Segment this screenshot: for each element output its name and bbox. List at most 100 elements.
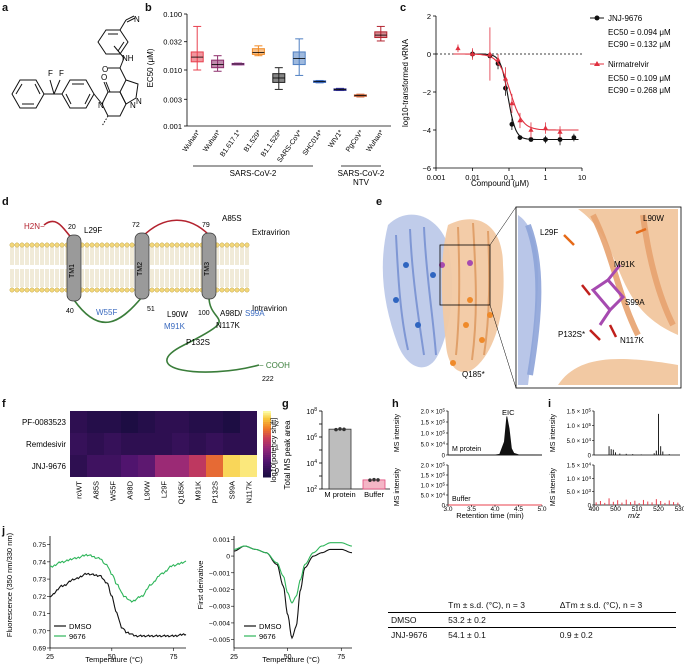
residue-51: 51 [147,306,155,313]
heatmap-cell [87,411,104,433]
colorbar-segment [263,444,271,447]
dose-axes: 0.001 0.01 0.1 1 10 2 0 −2 −4 −6 [422,12,586,182]
colorbar-segment [263,455,271,458]
ms-xlabel: m/z [628,511,640,520]
eic-chromatogram: MS intensity MS intensity Retention time… [394,408,547,521]
colorbar-segment [263,417,271,421]
mutation-l29f: L29F [84,226,102,235]
y-tick-label: 0.70 [33,628,46,635]
chemical-structure: F F N O N N O NH N [11,15,142,127]
derivative-xlabel: Temperature (°C) [262,655,320,664]
y-tick-label: 1.0 × 105 [567,422,592,430]
panel-label-d: d [2,196,9,208]
heatmap-col-label: A85S [92,481,101,499]
lipid-head [59,287,65,293]
lipid-head [234,242,240,248]
category-label: SHC014* [302,129,325,157]
lipid-head [149,287,155,293]
ec50-axes: 0.001 0.003 0.010 0.032 0.100 [163,10,391,131]
lipid-head [9,242,15,248]
inset-label-p132s: P132S* [558,330,585,339]
colorbar-segment [263,437,271,441]
table-cell: 0.9 ± 0.2 [559,630,593,640]
ec50-ylabel: EC50 (μM) [146,48,155,87]
residue-72: 72 [132,222,140,229]
y-tick-label: −0.001 [209,570,230,577]
tm2-helix [134,232,150,300]
bar-point [342,427,346,432]
bar-point [372,477,376,482]
colorbar-segment [263,413,271,416]
struct-atom-n2: N [130,101,136,110]
lipid-head [229,287,235,293]
lipid-head [94,287,100,293]
y-tick-label: −4 [422,126,431,135]
panel-label-h: h [392,398,399,410]
category-label: Wuhan* [182,129,202,154]
y-tick-label: 0 [442,454,446,460]
dose-series [453,27,579,146]
structure-inset: L90W L29F M91K S99A P132S* N117K [515,206,682,389]
colorbar-segment [263,424,271,427]
heatmap-row-label: Remdesivir [26,440,66,449]
heatmap-cell [172,433,189,455]
panel-label-j: j [2,525,6,537]
lipid-head [174,287,180,293]
lipid-head [164,242,170,248]
heatmap-cell [189,411,206,433]
y-tick-label: 2 [427,12,431,21]
heatmap-cell [155,411,172,433]
colorbar-segment [263,470,271,474]
heatmap-cell [138,411,155,433]
lipid-head [229,242,235,248]
y-tick-label: 0 [588,454,592,460]
category-label: B1.529* [243,129,263,154]
heatmap-col-label: W55F [109,481,118,501]
heatmap-row-labels: PF-0083523 Remdesivir JNJ-9676 [22,418,67,471]
residue-20: 20 [68,224,76,231]
ec50-category-labels: Wuhan* Wuhan*B1.617.1* B1.529*B1.1.529*SAR… [182,129,386,164]
box-4 [272,67,286,90]
heatmap-colorbar: 2 1 0 [263,411,279,478]
lipid-head [24,242,30,248]
colorbar-segment [263,463,271,467]
lipid-head [89,242,95,248]
box-body [374,31,388,39]
lipid-head [189,287,195,293]
colorbar-segment [263,411,271,414]
bar-point [334,427,338,432]
struct-atom-nh: NH [122,54,134,63]
legend-nirm-name: Nirmatrelvir [608,60,649,69]
table-cell: JNJ-9676 [391,630,428,640]
colorbar-segment [263,452,271,456]
y-tick-label: 0 [427,50,431,59]
colorbar-segment [263,430,271,434]
panel-label-g: g [282,398,289,410]
tm-table-header-0 [388,598,446,613]
data-point [517,117,523,123]
colorbar-tick-label: 1 [275,444,279,451]
potency-heatmap: PF-0083523 Remdesivir JNJ-9676 rcWT A85S W55… [22,411,279,504]
eic-trace [448,416,543,456]
legend-nirm-ec50: EC50 = 0.109 μM [608,74,671,83]
colorbar-tick-label: 2 [275,421,279,428]
lipid-head [244,242,250,248]
mutation-s99a: S99A [245,309,265,318]
heatmap-row-label: JNJ-9676 [32,462,67,471]
label-q185: Q185* [462,370,485,379]
lipid-head [49,287,55,293]
extravirion-label: Extravirion [252,228,290,237]
heatmap-cell [121,455,138,477]
colorbar-segment [263,474,271,478]
lipid-head [39,287,45,293]
y-tick-label: 5.0 × 104 [567,437,592,445]
table-cell [556,612,676,628]
fit-curve-1 [453,53,579,131]
bar-point [376,478,380,482]
mutation-n117k: N117K [216,321,241,330]
tm3-label: TM3 [204,262,211,276]
ms-plots: 1.5 × 105 1.0 × 105 5.0 × 104 0 1.5 × 104 1.0… [567,408,684,514]
colorbar-segment [263,433,271,436]
dose-ylabel: log10-transformed vRNA [401,38,410,127]
y-tick-label: 1.5 × 105 [421,472,446,480]
